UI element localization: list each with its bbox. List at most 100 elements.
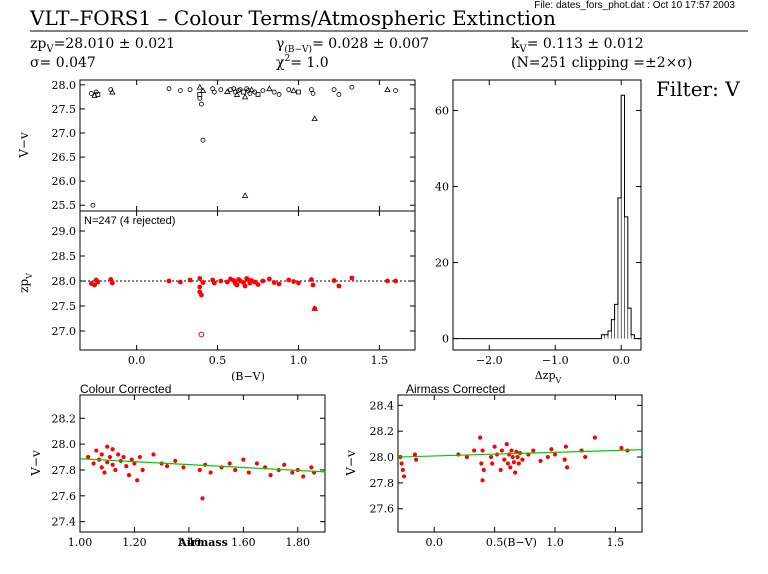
data-point xyxy=(310,282,316,288)
data-point xyxy=(166,278,172,284)
data-point xyxy=(197,284,203,290)
data-point xyxy=(271,280,277,285)
data-point xyxy=(173,458,178,464)
data-point xyxy=(565,465,570,470)
hist-xlabel: ΔzpV xyxy=(535,369,562,385)
colour-title: Colour Corrected xyxy=(80,382,171,396)
y-tick-label: 26.0 xyxy=(52,175,77,188)
data-point xyxy=(99,465,104,470)
data-point xyxy=(233,91,241,97)
panel-mag-frame xyxy=(79,79,416,212)
data-point xyxy=(254,461,260,466)
colour-ylabel: V−v xyxy=(29,450,43,477)
panel-airmass-frame xyxy=(397,394,643,533)
zp-label: zpV=28.010 ± 0.021 xyxy=(30,36,175,55)
data-point xyxy=(309,465,314,470)
x-tick-label: −2.0 xyxy=(476,354,503,367)
data-point xyxy=(276,281,282,287)
x-tick-label: 0.5 xyxy=(486,536,504,549)
data-point xyxy=(513,470,518,475)
data-point xyxy=(552,452,558,457)
x-tick-label: 1.5 xyxy=(371,354,389,367)
airmass-title: Airmass Corrected xyxy=(406,382,505,396)
data-point xyxy=(286,277,292,283)
rejected-point xyxy=(311,304,319,311)
data-point xyxy=(88,91,94,96)
y-tick-label: 28.0 xyxy=(52,275,77,288)
data-point xyxy=(99,452,104,457)
data-point xyxy=(480,478,485,483)
sigma-label: σ= 0.047 xyxy=(30,55,96,71)
x-tick-label: 1.0 xyxy=(546,536,564,549)
data-point xyxy=(165,463,170,469)
data-point xyxy=(492,444,497,449)
data-point xyxy=(218,87,224,93)
y-tick-label: 27.6 xyxy=(52,490,77,503)
data-point xyxy=(414,457,419,462)
y-tick-label: 27.0 xyxy=(52,325,77,338)
data-point xyxy=(266,85,273,92)
y-tick-label: 28.4 xyxy=(370,399,395,412)
data-point xyxy=(509,448,514,453)
data-point xyxy=(286,87,292,93)
histogram-outline xyxy=(453,94,641,340)
data-point xyxy=(109,88,116,95)
data-point xyxy=(331,278,337,283)
data-point xyxy=(516,461,521,466)
airmass-xlabel: (B−V) xyxy=(503,536,537,549)
data-point xyxy=(241,192,249,198)
x-tick-label: 0.0 xyxy=(425,536,443,549)
data-point xyxy=(200,496,205,501)
data-point xyxy=(515,454,520,460)
data-point xyxy=(504,442,509,447)
data-point xyxy=(336,92,342,97)
data-point xyxy=(563,444,569,449)
data-point xyxy=(110,462,115,467)
panel-hist-marks: −2.0 −1.0 0.0 0 20 40 60 xyxy=(435,80,641,367)
zp-ylabel: zpV xyxy=(17,273,34,293)
data-point xyxy=(248,86,255,93)
data-point xyxy=(488,454,494,460)
data-point xyxy=(498,467,503,473)
rejected-point xyxy=(198,331,205,338)
data-point xyxy=(177,279,183,285)
x-tick-label: 0.0 xyxy=(128,354,146,367)
data-point xyxy=(545,454,550,460)
data-point xyxy=(309,87,314,93)
data-point xyxy=(290,87,297,93)
data-point xyxy=(471,448,477,453)
data-point xyxy=(481,467,486,473)
data-point xyxy=(200,137,206,143)
data-point xyxy=(241,457,246,462)
data-point xyxy=(311,115,318,121)
data-point xyxy=(260,278,266,284)
y-tick-label: 28.0 xyxy=(370,451,395,464)
data-point xyxy=(479,461,484,466)
data-point xyxy=(227,461,232,466)
panel-airmass-marks: 0.0 0.5 1.0 1.5 27.6 27.8 28.0 28.2 28.4 xyxy=(370,395,643,549)
gamma-label: γ(B−V)= 0.028 ± 0.007 xyxy=(276,36,429,55)
y-tick-label: 40 xyxy=(435,180,449,193)
airmass-ylabel: V−v xyxy=(344,450,358,477)
data-point xyxy=(218,278,224,284)
panel-zp-marks: 0.0 0.5 1.0 1.5 27.0 27.5 28.0 28.5 29.0 xyxy=(52,211,415,367)
x-tick-label: 1.00 xyxy=(68,536,93,549)
data-point xyxy=(200,280,206,285)
data-point xyxy=(531,448,536,453)
data-point xyxy=(196,83,203,90)
data-point xyxy=(291,279,297,284)
y-tick-label: 29.0 xyxy=(52,225,77,238)
chi2-label: χ2= 1.0 xyxy=(276,54,329,71)
data-point xyxy=(592,435,597,440)
data-point xyxy=(246,470,251,475)
y-tick-label: 25.5 xyxy=(52,199,77,212)
data-point xyxy=(95,92,101,97)
data-point xyxy=(508,465,513,470)
data-point xyxy=(255,92,261,97)
data-point xyxy=(252,89,258,95)
data-point xyxy=(224,88,231,94)
data-point xyxy=(490,461,495,466)
data-point xyxy=(282,462,287,467)
page-title: VLT–FORS1 – Colour Terms/Atmospheric Ext… xyxy=(29,6,556,30)
data-point xyxy=(177,88,183,93)
